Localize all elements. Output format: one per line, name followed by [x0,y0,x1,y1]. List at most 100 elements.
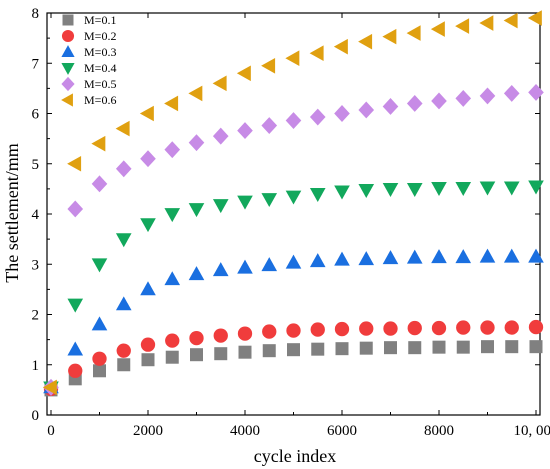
data-point [504,320,519,335]
data-point [237,195,253,210]
data-point [358,101,375,119]
data-point [309,45,324,61]
data-point [503,181,520,196]
data-point [140,150,156,168]
data-point [115,233,132,248]
x-tick-label: 0 [47,423,55,439]
data-point [116,343,131,358]
data-point [334,321,350,337]
data-point [431,92,447,110]
data-point [528,180,544,195]
data-point [528,319,544,335]
data-point [67,341,84,356]
data-point [529,340,543,354]
data-point [115,120,130,137]
data-point [309,253,326,268]
data-point [455,182,472,196]
data-point [333,38,348,55]
data-point [431,320,447,336]
data-point [164,95,179,112]
data-point [455,89,472,107]
y-tick-label: 2 [32,308,40,324]
data-point [285,50,300,67]
legend-symbol [61,45,75,57]
data-point [139,105,154,122]
data-point [190,348,203,362]
legend-symbol [61,63,75,75]
legend-symbol [61,93,73,107]
y-tick-label: 1 [32,358,40,374]
data-point [479,181,496,196]
data-point [261,57,276,74]
x-tick-label: 10, 000 [514,423,550,439]
data-point [384,341,397,355]
data-point [479,15,494,31]
data-point [188,203,205,218]
series-M=0.5 [43,83,544,396]
data-point [479,87,496,105]
data-point [236,65,251,82]
data-point [455,18,470,34]
tick-group: 0 2000 4000 6000 8000 10, 000 0 1 2 3 4 5 6 7 8 [32,6,550,439]
data-point [285,190,302,205]
data-point [213,328,228,343]
data-point [115,296,132,311]
data-point [382,28,397,45]
series-M=0.2 [43,319,544,397]
data-point [334,185,350,200]
data-point [189,330,204,346]
data-point [67,200,84,218]
data-point [503,248,520,263]
marks-group [42,10,544,397]
data-point [431,249,447,264]
data-point [334,251,350,266]
data-point [406,95,423,112]
y-tick-label: 6 [32,107,40,123]
data-point [140,218,156,233]
x-tick-label: 4000 [230,423,260,439]
series-M=0.3 [43,248,544,394]
legend-label: M=0.4 [84,61,116,75]
y-tick-label: 4 [32,207,40,223]
legend-symbol [62,14,74,26]
data-point [505,340,519,354]
data-point [287,343,300,357]
data-point [262,324,277,339]
data-point [432,340,446,354]
data-point [503,12,518,29]
data-point [407,320,422,336]
legend-symbol [61,29,75,43]
y-tick-label: 8 [32,6,40,22]
data-point [212,199,229,214]
data-point [285,112,302,129]
legend-label: M=0.3 [84,45,116,59]
data-point [431,182,447,196]
series-M=0.1 [44,340,543,397]
data-point [261,193,278,208]
series-M=0.6 [42,10,542,396]
data-point [214,347,228,361]
data-point [455,249,472,264]
data-point [359,341,373,355]
data-point [358,33,373,50]
data-point [406,183,423,197]
data-point [165,350,179,364]
data-point [309,188,326,203]
data-point [406,25,421,41]
x-tick-label: 8000 [424,423,454,439]
data-point [140,337,156,352]
data-point [212,262,229,277]
data-point [93,364,106,378]
data-point [286,323,301,338]
data-point [188,266,205,281]
y-tick-label: 7 [32,56,40,72]
y-tick-label: 0 [32,408,40,424]
data-point [383,321,398,336]
data-point [382,250,399,265]
data-point [68,363,83,378]
data-point [408,341,422,355]
data-point [237,259,253,274]
legend-label: M=0.6 [84,93,116,107]
data-point [188,134,205,152]
